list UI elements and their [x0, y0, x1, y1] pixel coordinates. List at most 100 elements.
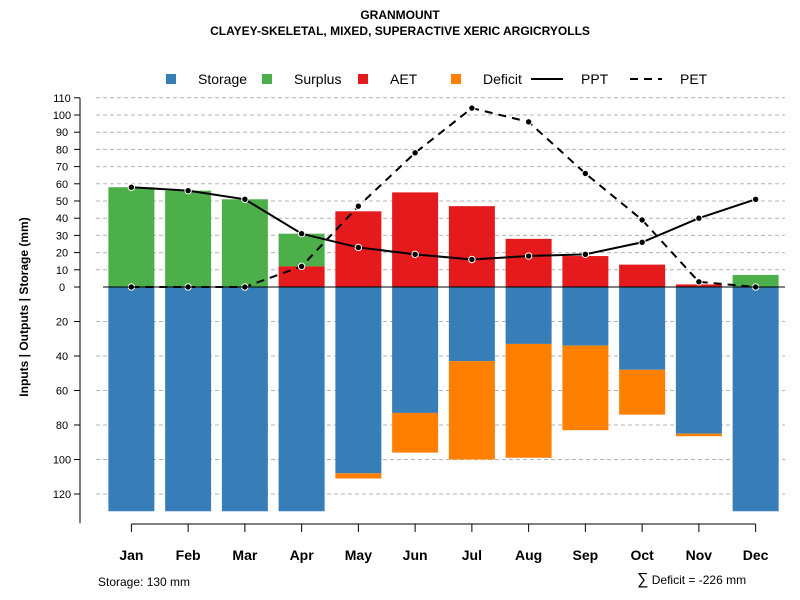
y-tick-label: 40 — [56, 351, 68, 363]
ppt-point — [241, 195, 249, 203]
storage-bar — [505, 287, 552, 344]
deficit-bar — [448, 361, 495, 460]
x-tick-label: Jul — [462, 547, 482, 563]
legend-label: AET — [390, 71, 418, 87]
ppt-point — [695, 214, 703, 222]
deficit-bar — [392, 412, 439, 453]
legend-swatch-deficit — [451, 74, 461, 84]
ppt-point — [354, 243, 363, 252]
legend-label: PET — [680, 71, 708, 87]
aet-bar — [505, 238, 552, 287]
storage-bar — [335, 287, 382, 474]
legend-swatch-aet — [358, 74, 368, 84]
ppt-point — [411, 250, 419, 259]
storage-bar — [562, 287, 609, 346]
y-tick-label: 100 — [53, 455, 71, 467]
y-tick-label: 40 — [56, 213, 68, 225]
aet-bar — [619, 264, 666, 287]
x-tick-label: Aug — [515, 547, 542, 563]
legend-swatch-storage — [166, 74, 176, 84]
storage-bar — [221, 287, 268, 512]
x-tick-label: Oct — [630, 547, 654, 563]
storage-bar — [732, 287, 779, 512]
y-tick-label: 120 — [53, 489, 71, 501]
surplus-bar — [165, 190, 212, 287]
chart-title: GRANMOUNT — [360, 8, 440, 22]
chart-subtitle: CLAYEY-SKELETAL, MIXED, SUPERACTIVE XERI… — [210, 24, 590, 38]
storage-bar — [108, 287, 155, 512]
legend-label: PPT — [581, 71, 609, 87]
ppt-point — [581, 250, 590, 259]
y-tick-label: 80 — [56, 144, 68, 156]
storage-bar — [675, 287, 722, 434]
ppt-line — [131, 186, 756, 261]
storage-bar — [278, 287, 325, 512]
pet-point — [695, 278, 703, 286]
deficit-bar — [562, 345, 609, 431]
y-tick-label: 50 — [56, 196, 68, 208]
surplus-bar — [108, 187, 155, 287]
y-tick-label: 30 — [56, 230, 68, 242]
y-tick-label: 60 — [56, 386, 68, 398]
sum-icon: ∑ — [637, 571, 649, 588]
storage-bar — [392, 287, 439, 413]
x-tick-label: Feb — [176, 547, 201, 563]
bars — [108, 187, 779, 512]
deficit-text: Deficit = -226 mm — [651, 573, 747, 587]
y-tick-label: 110 — [53, 93, 71, 105]
axes: 0 10 20 30 40 50 60 70 80 90 100 110 20 40 60 80 100 120 J… — [53, 93, 785, 563]
y-tick-label: 0 — [59, 282, 65, 294]
legend: Storage Surplus AET Deficit PPT PET — [166, 71, 708, 87]
ppt-point — [297, 229, 306, 238]
deficit-bar — [619, 369, 666, 415]
ppt-point — [638, 238, 646, 246]
x-tick-label: May — [345, 547, 372, 563]
deficit-bar — [505, 343, 552, 458]
y-tick-label: 60 — [56, 179, 68, 191]
aet-bar — [562, 256, 609, 287]
y-tick-label: 100 — [53, 110, 71, 122]
pet-point — [297, 262, 306, 271]
deficit-bar — [675, 433, 722, 437]
pet-point — [524, 118, 533, 126]
x-tick-label: Nov — [686, 547, 713, 563]
pet-point — [411, 149, 419, 157]
storage-bar — [619, 287, 666, 370]
x-tick-label: Jun — [403, 547, 428, 563]
y-tick-label: 20 — [56, 317, 68, 329]
y-tick-label: 70 — [56, 162, 68, 174]
ppt-point — [751, 195, 760, 203]
surplus-bar — [732, 274, 779, 287]
pet-point — [354, 202, 363, 210]
ppt-point — [468, 255, 476, 264]
ppt-point — [524, 252, 533, 260]
x-tick-label: Jan — [119, 547, 143, 563]
y-tick-label: 20 — [56, 248, 68, 260]
storage-bar — [165, 287, 212, 512]
y-tick-label: 90 — [56, 127, 68, 139]
y-tick-label: 10 — [56, 265, 68, 277]
deficit-annotation: ∑ Deficit = -226 mm — [637, 571, 746, 589]
y-axis-label: Inputs | Outputs | Storage (mm) — [17, 217, 31, 396]
storage-bar — [448, 287, 495, 362]
x-tick-label: Apr — [290, 547, 315, 563]
x-tick-label: Dec — [743, 547, 769, 563]
legend-label: Surplus — [294, 71, 341, 87]
ppt-point — [127, 183, 136, 191]
x-tick-label: Sep — [573, 547, 599, 563]
aet-bar — [392, 192, 439, 287]
legend-swatch-surplus — [262, 74, 272, 84]
pet-point — [581, 169, 590, 178]
legend-label: Storage — [198, 71, 247, 87]
pet-point — [468, 104, 476, 112]
deficit-bar — [335, 473, 382, 479]
ppt-point — [184, 186, 192, 195]
pet-point — [638, 216, 646, 224]
aet-bar — [675, 284, 722, 287]
surplus-bar — [221, 199, 268, 287]
aet-bar — [448, 206, 495, 287]
legend-label: Deficit — [483, 71, 522, 87]
y-tick-label: 80 — [56, 420, 68, 432]
